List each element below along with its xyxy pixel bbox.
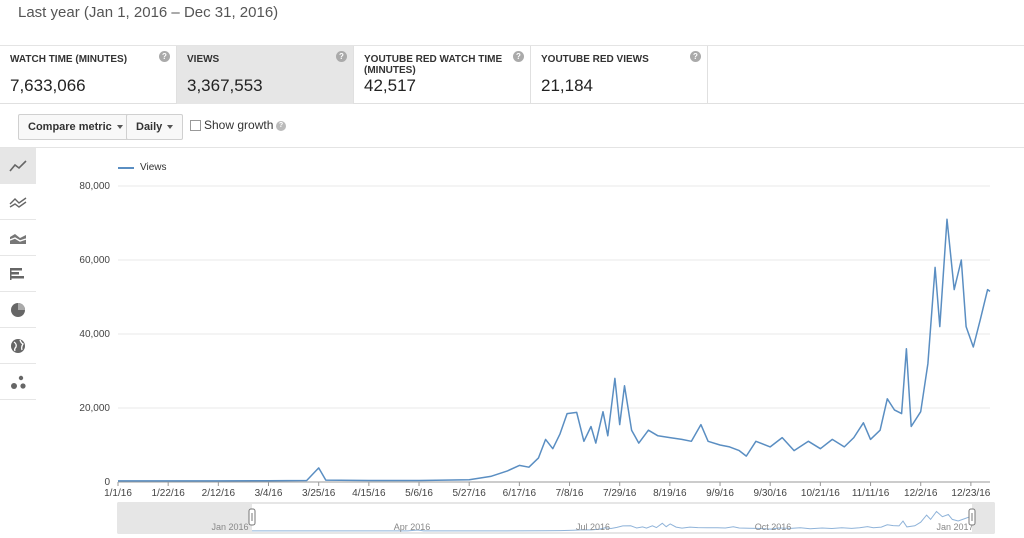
metric-label: YOUTUBE RED VIEWS (541, 54, 649, 65)
help-icon[interactable]: ? (276, 121, 286, 131)
navigator-label: Oct 2016 (755, 522, 792, 532)
report-header: Last year (Jan 1, 2016 – Dec 31, 2016) (0, 0, 1024, 46)
x-tick-label: 5/27/16 (453, 488, 487, 499)
metric-value: 7,633,066 (10, 76, 86, 95)
metric-value: 3,367,553 (187, 76, 263, 95)
compare-metric-label: Compare metric (28, 121, 112, 133)
caret-down-icon (167, 125, 174, 130)
x-tick-label: 5/6/16 (405, 488, 433, 499)
x-tick-label: 1/1/16 (104, 488, 132, 499)
metric-tabs-filler (708, 46, 1024, 103)
metric-value: 21,184 (541, 76, 593, 95)
chart-toolbar: Compare metric Daily (0, 104, 1024, 148)
compare-metric-dropdown[interactable]: Compare metric (18, 114, 133, 140)
show-growth-checkbox[interactable] (190, 120, 201, 131)
x-tick-label: 9/30/16 (754, 488, 788, 499)
bar-chart-icon (10, 267, 24, 280)
navigator-left-shade (118, 503, 252, 533)
stacked-area-button[interactable] (0, 220, 36, 256)
x-tick-label: 3/25/16 (302, 488, 336, 499)
bubble-chart-button[interactable] (0, 364, 36, 400)
navigator-right-shade (972, 503, 994, 533)
metric-tab-red-watch-time[interactable]: YOUTUBE RED WATCH TIME (MINUTES) 42,517 … (354, 46, 531, 104)
help-icon[interactable]: ? (513, 51, 524, 62)
series-line-views (118, 218, 991, 482)
navigator-label: Jan 2016 (211, 522, 248, 532)
y-tick-label: 80,000 (79, 181, 110, 192)
x-tick-label: 7/8/16 (556, 488, 584, 499)
metric-value: 42,517 (364, 76, 416, 95)
y-tick-label: 40,000 (79, 329, 110, 340)
pie-chart-button[interactable] (0, 292, 36, 328)
y-tick-label: 20,000 (79, 403, 110, 414)
x-tick-label: 12/2/16 (904, 488, 938, 499)
range-navigator: Jan 2016 Apr 2016 Jul 2016 Oct 2016 Jan 2017 (117, 502, 995, 534)
legend-swatch (118, 166, 134, 169)
metric-tab-watch-time[interactable]: WATCH TIME (MINUTES) 7,633,066 ? (0, 46, 177, 104)
bar-chart-button[interactable] (0, 256, 36, 292)
navigator-label: Jan 2017 (936, 522, 973, 532)
x-tick-label: 3/4/16 (255, 488, 283, 499)
granularity-label: Daily (136, 121, 163, 133)
line-chart-button[interactable] (0, 148, 36, 184)
multiline-chart-icon (9, 196, 27, 208)
chart-type-sidebar (0, 148, 36, 400)
bubble-chart-icon (11, 375, 26, 389)
stacked-area-icon (9, 233, 27, 244)
help-icon[interactable]: ? (336, 51, 347, 62)
navigator-series-line (252, 510, 973, 532)
geo-map-button[interactable] (0, 328, 36, 364)
y-axis: 0 20,000 40,000 60,000 80,000 (79, 181, 110, 488)
granularity-dropdown[interactable]: Daily (126, 114, 184, 140)
plot-area (117, 218, 991, 482)
metric-tab-red-views[interactable]: YOUTUBE RED VIEWS 21,184 ? (531, 46, 708, 104)
x-tick-label: 10/21/16 (801, 488, 840, 499)
navigator-label: Jul 2016 (576, 522, 610, 532)
metric-tabs: WATCH TIME (MINUTES) 7,633,066 ? VIEWS 3… (0, 46, 1024, 104)
metric-tab-views[interactable]: VIEWS 3,367,553 ? (177, 46, 354, 104)
caret-down-icon (116, 125, 123, 130)
x-tick-label: 6/17/16 (503, 488, 537, 499)
legend-label: Views (140, 162, 167, 173)
metric-label: VIEWS (187, 54, 220, 65)
metric-label: YOUTUBE RED WATCH TIME (MINUTES) (364, 54, 503, 76)
chart-grid (118, 185, 990, 483)
y-tick-label: 60,000 (79, 255, 110, 266)
help-icon[interactable]: ? (690, 51, 701, 62)
show-growth-label[interactable]: Show growth (204, 118, 274, 132)
help-icon[interactable]: ? (159, 51, 170, 62)
date-range-label[interactable]: Last year (Jan 1, 2016 – Dec 31, 2016) (18, 4, 279, 21)
line-chart-icon (9, 159, 27, 172)
views-chart: 0 20,000 40,000 60,000 80,000 1/1/16 1/22/16 2… (79, 181, 995, 534)
navigator-label: Apr 2016 (394, 522, 431, 532)
x-tick-label: 12/23/16 (951, 488, 990, 499)
x-tick-label: 7/29/16 (603, 488, 637, 499)
multiline-chart-button[interactable] (0, 184, 36, 220)
pie-chart-icon (11, 302, 25, 317)
metric-label: WATCH TIME (MINUTES) (10, 54, 128, 65)
x-tick-label: 8/19/16 (653, 488, 687, 499)
x-axis: 1/1/16 1/22/16 2/12/16 3/4/16 3/25/16 4/15/16… (104, 482, 991, 499)
y-tick-label: 0 (104, 477, 110, 488)
x-tick-label: 4/15/16 (352, 488, 386, 499)
chart-legend: Views (118, 162, 167, 173)
x-tick-label: 1/22/16 (151, 488, 185, 499)
globe-map-icon (11, 338, 25, 353)
x-tick-label: 11/11/16 (852, 488, 890, 499)
x-tick-label: 9/9/16 (706, 488, 734, 499)
x-tick-label: 2/12/16 (202, 488, 236, 499)
